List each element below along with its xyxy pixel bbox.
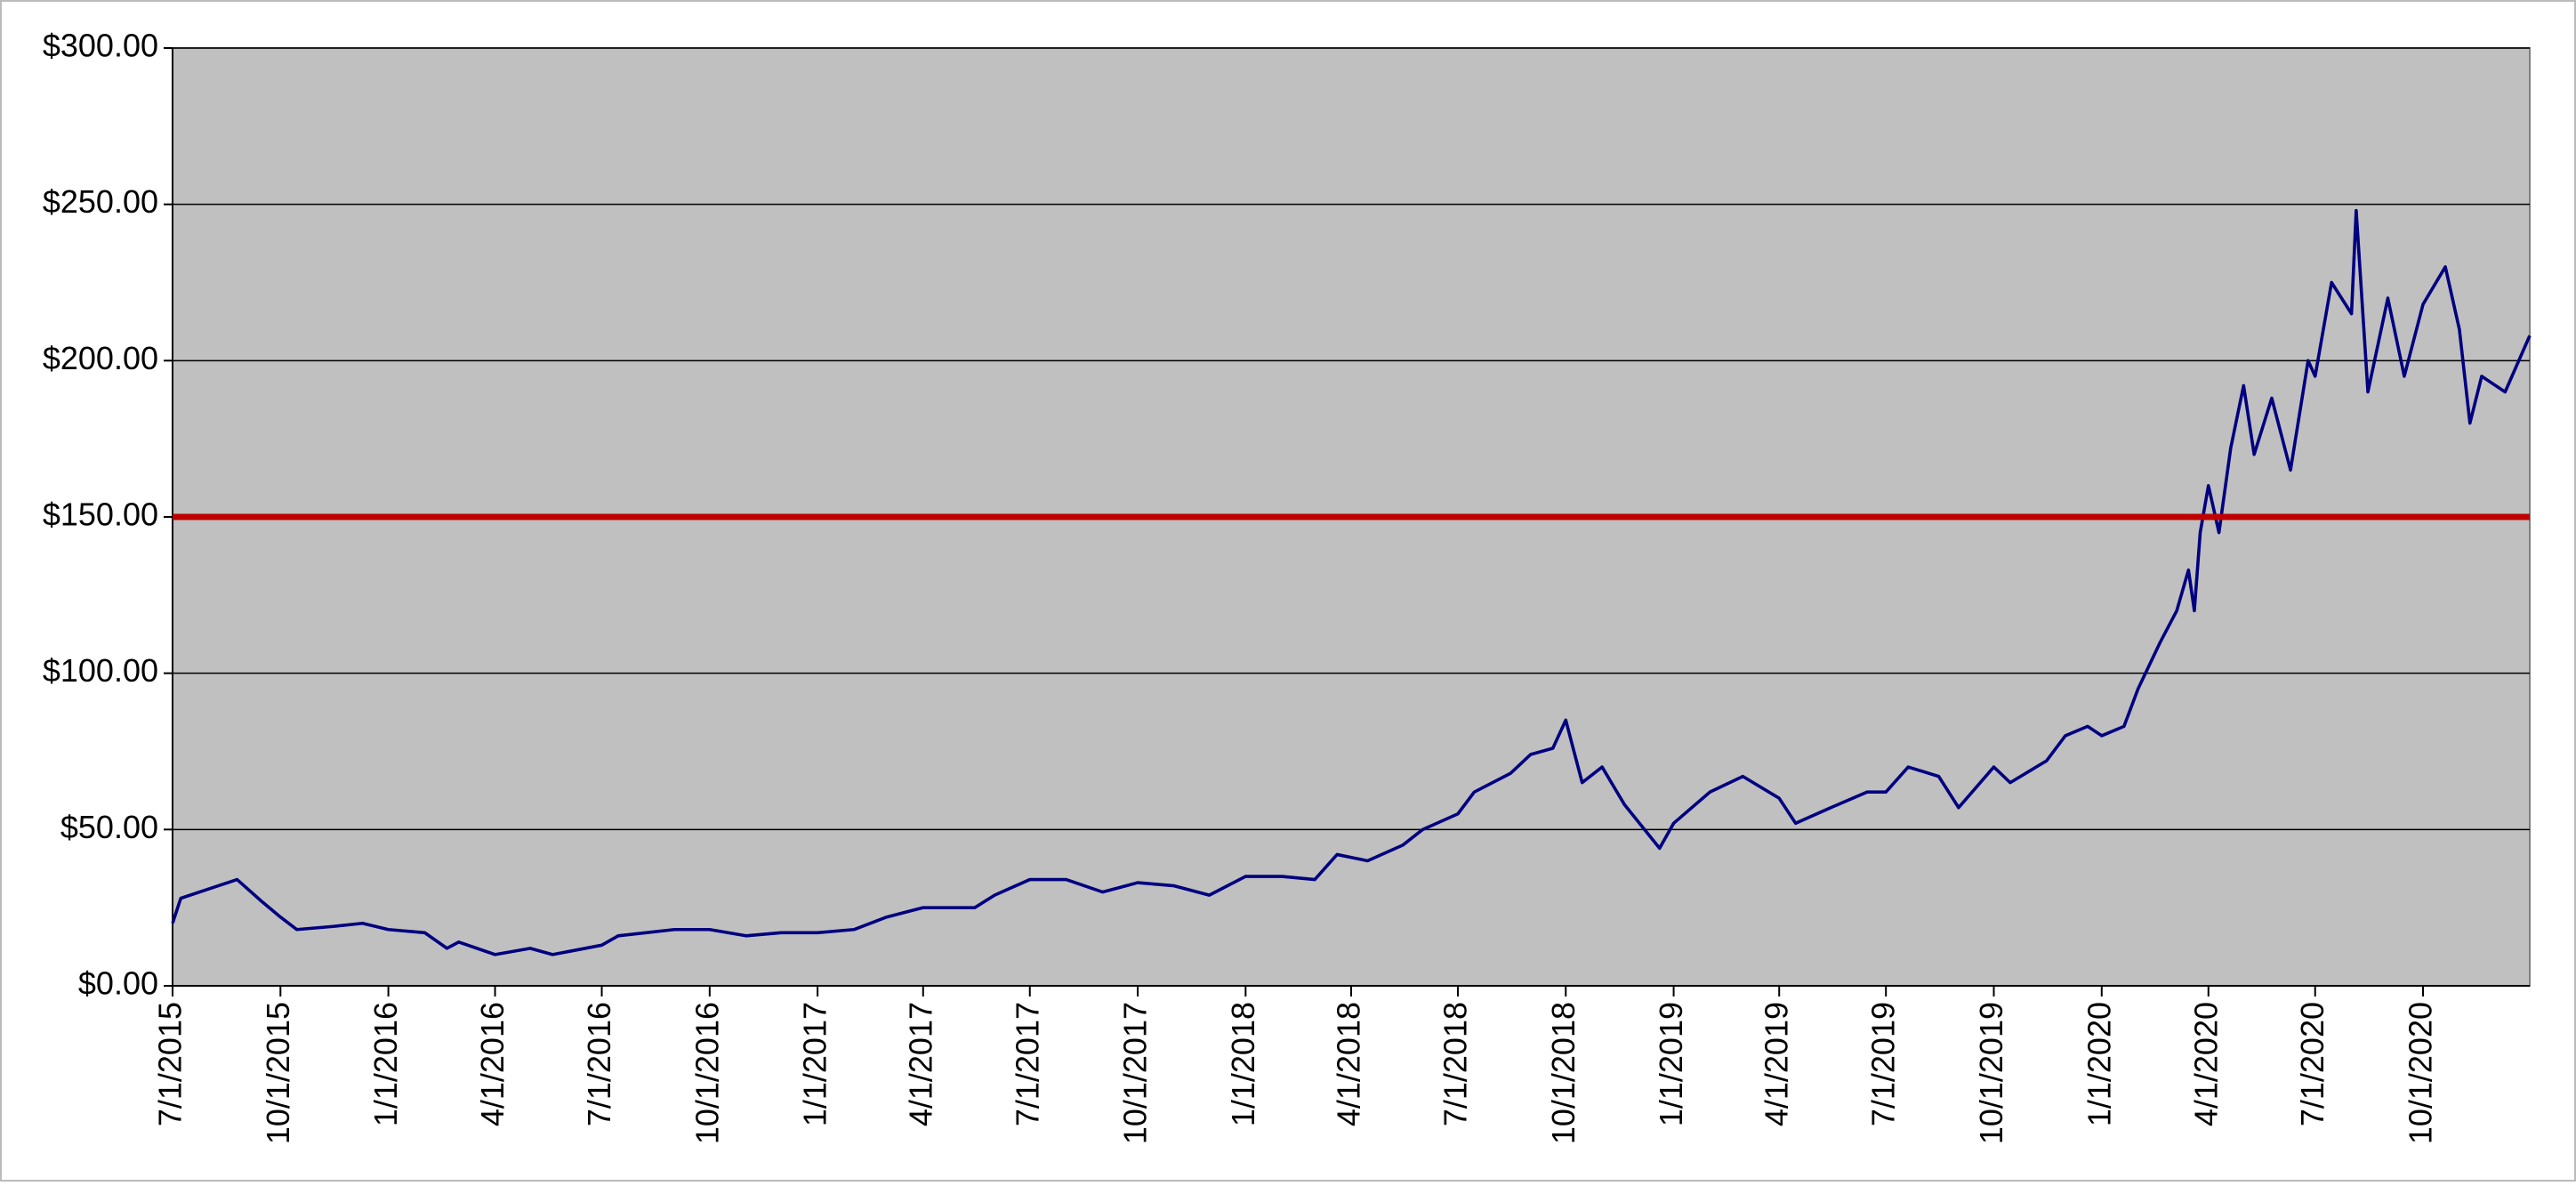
x-tick-label: 7/1/2015 <box>152 1002 189 1126</box>
x-tick-label: 4/1/2017 <box>902 1002 938 1126</box>
y-tick-label: $200.00 <box>43 340 158 376</box>
x-tick-label: 1/1/2016 <box>367 1002 404 1126</box>
x-tick-label: 7/1/2017 <box>1009 1002 1045 1126</box>
x-tick-label: 1/1/2018 <box>1225 1002 1261 1126</box>
price-line <box>171 208 2532 956</box>
y-tick-label: $0.00 <box>78 965 158 1002</box>
x-tick-label: 10/1/2019 <box>1973 1002 2009 1144</box>
x-tick-label: 10/1/2016 <box>688 1002 725 1144</box>
x-tick-label: 4/1/2019 <box>1759 1002 1795 1126</box>
x-tick-label: 10/1/2017 <box>1117 1002 1154 1144</box>
y-tick-label: $100.00 <box>43 652 158 689</box>
x-tick-label: 7/1/2020 <box>2294 1002 2330 1126</box>
x-tick-label: 4/1/2016 <box>474 1002 511 1126</box>
x-tick-label: 7/1/2018 <box>1437 1002 1473 1126</box>
x-tick-label: 4/1/2020 <box>2187 1002 2224 1126</box>
x-tick-label: 1/1/2019 <box>1653 1002 1689 1126</box>
x-tick-label: 7/1/2019 <box>1865 1002 1902 1126</box>
x-tick-label: 10/1/2018 <box>1545 1002 1582 1144</box>
x-tick-label: 4/1/2018 <box>1331 1002 1367 1126</box>
x-tick-label: 1/1/2017 <box>797 1002 833 1126</box>
x-tick-label: 10/1/2020 <box>2403 1002 2439 1144</box>
x-tick-label: 10/1/2015 <box>260 1002 296 1144</box>
x-tick-label: 1/1/2020 <box>2081 1002 2117 1126</box>
y-tick-label: $300.00 <box>43 28 158 64</box>
y-tick-label: $150.00 <box>43 496 158 533</box>
x-tick-label: 7/1/2016 <box>581 1002 617 1126</box>
y-tick-label: $50.00 <box>60 809 158 845</box>
y-tick-label: $250.00 <box>43 183 158 220</box>
